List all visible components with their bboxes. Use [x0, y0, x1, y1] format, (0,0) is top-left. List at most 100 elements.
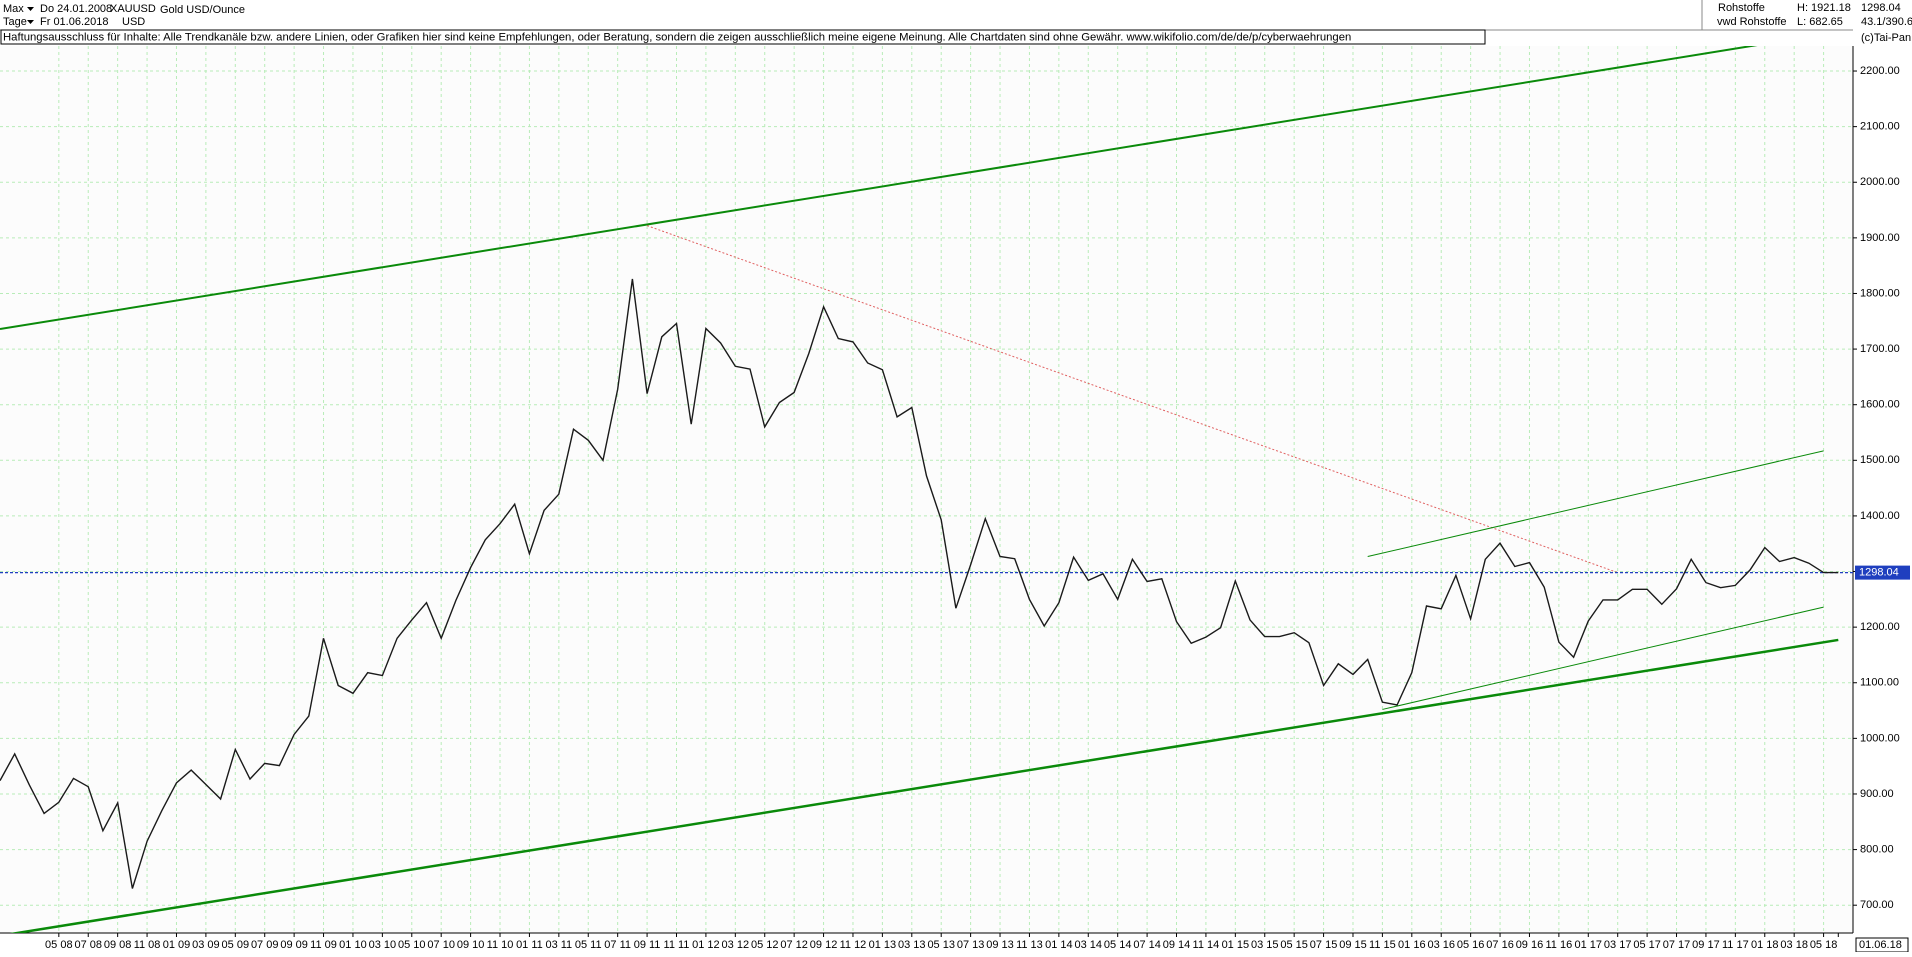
x-tick-label: 09 11: [634, 939, 661, 951]
end-date-label: 01.06.18: [1859, 939, 1902, 951]
plot-area: [0, 46, 1853, 933]
trendline: [9, 638, 1839, 933]
x-tick-label: 09 08: [104, 939, 132, 951]
x-tick-label: 07 08: [74, 939, 102, 951]
high: H: 1921.18: [1797, 2, 1851, 14]
x-tick-label: 03 13: [898, 939, 926, 951]
x-tick-label: 01 15: [1222, 939, 1250, 951]
x-tick-label: 03 18: [1780, 939, 1808, 951]
x-tick-label: 01 14: [1045, 939, 1073, 951]
range[interactable]: Max: [3, 3, 24, 15]
x-tick-label: 11 14: [1193, 939, 1220, 951]
copyright: (c)Tai-Pan: [1861, 32, 1911, 44]
x-tick-label: 07 16: [1486, 939, 1514, 951]
x-tick-label: 07 11: [604, 939, 631, 951]
x-tick-label: 09 14: [1163, 939, 1191, 951]
x-tick-label: 01 12: [692, 939, 720, 951]
ratio: 43.1/390.6: [1861, 16, 1912, 28]
x-tick-label: 07 15: [1310, 939, 1338, 951]
x-tick-label: 09 17: [1692, 939, 1720, 951]
last-price-header: 1298.04: [1861, 2, 1901, 14]
x-tick-label: 01 10: [339, 939, 367, 951]
x-tick-label: 05 10: [398, 939, 426, 951]
y-tick-label: 900.00: [1860, 788, 1894, 800]
currency: USD: [122, 16, 145, 28]
last-price-box: [1855, 565, 1910, 580]
y-tick-label: 1000.00: [1860, 732, 1900, 744]
x-tick-label: 03 10: [369, 939, 397, 951]
x-tick-label: 11 13: [1016, 939, 1043, 951]
header: Max Do 24.01.2008 XAUUSD Gold USD/Ounce …: [0, 0, 1912, 45]
trendline: [1382, 606, 1824, 710]
x-tick-label: 03 16: [1427, 939, 1455, 951]
y-tick-label: 1600.00: [1860, 399, 1900, 411]
x-tick-label: 07 13: [957, 939, 985, 951]
x-tick-label: 11 08: [134, 939, 161, 951]
symbol: XAUUSD: [110, 3, 156, 15]
y-tick-label: 1800.00: [1860, 287, 1900, 299]
x-tick-label: 01 09: [163, 939, 191, 951]
y-tick-label: 1900.00: [1860, 232, 1900, 244]
x-tick-label: 07 14: [1133, 939, 1161, 951]
x-tick-label: 09 10: [457, 939, 485, 951]
x-tick-label: 03 09: [192, 939, 220, 951]
x-tick-label: 05 14: [1104, 939, 1132, 951]
x-tick-label: 09 13: [986, 939, 1014, 951]
x-tick-label: 07 10: [427, 939, 455, 951]
x-tick-label: 05 17: [1633, 939, 1661, 951]
low: L: 682.65: [1797, 16, 1843, 28]
x-tick-label: 01 17: [1575, 939, 1603, 951]
y-tick-label: 2200.00: [1860, 65, 1900, 77]
x-tick-label: 05 15: [1280, 939, 1308, 951]
instrument-name: Gold USD/Ounce: [160, 4, 245, 16]
period[interactable]: Tage: [3, 16, 27, 28]
x-tick-label: 03 11: [545, 939, 572, 951]
disclaimer: Haftungsausschluss für Inhalte: Alle Tre…: [3, 31, 1351, 43]
x-tick-label: 09 12: [810, 939, 838, 951]
x-tick-label: 09 09: [280, 939, 308, 951]
dropdown-icon[interactable]: [27, 20, 34, 24]
x-tick-label: 11 16: [1546, 939, 1573, 951]
x-tick-label: 05 09: [222, 939, 250, 951]
source: vwd Rohstoffe: [1717, 16, 1787, 28]
y-tick-label: 2000.00: [1860, 176, 1900, 188]
dropdown-icon[interactable]: [27, 7, 34, 11]
x-tick-label: 05 13: [927, 939, 955, 951]
trendline: [1367, 450, 1824, 557]
x-tick-label: 05 11: [575, 939, 602, 951]
x-tick-label: 05 08: [45, 939, 73, 951]
x-tick-label: 03 15: [1251, 939, 1279, 951]
x-tick-label: 09 15: [1339, 939, 1367, 951]
start-date: Do 24.01.2008: [40, 3, 112, 15]
y-tick-label: 700.00: [1860, 899, 1894, 911]
last-price-label: 1298.04: [1859, 567, 1899, 579]
group: Rohstoffe: [1718, 2, 1765, 14]
x-tick-label: 03 17: [1604, 939, 1632, 951]
x-tick-label: 05 16: [1457, 939, 1485, 951]
x-tick-label: 11 15: [1369, 939, 1396, 951]
x-tick-label: 01 11: [516, 939, 543, 951]
end-date: Fr 01.06.2018: [40, 16, 109, 28]
y-tick-label: 1500.00: [1860, 454, 1900, 466]
plot-layer: [0, 46, 1853, 933]
x-tick-label: 07 12: [780, 939, 808, 951]
x-tick-label: 11 10: [487, 939, 514, 951]
trendline: [0, 46, 1758, 331]
x-tick-label: 01 13: [869, 939, 897, 951]
y-tick-label: 1700.00: [1860, 343, 1900, 355]
x-tick-label: 11 12: [840, 939, 867, 951]
x-tick-label: 07 09: [251, 939, 279, 951]
y-tick-label: 2100.00: [1860, 121, 1900, 133]
x-tick-label: 03 14: [1075, 939, 1103, 951]
x-tick-label: 01 16: [1398, 939, 1426, 951]
x-tick-label: 11 11: [664, 939, 690, 951]
x-tick-label: 11 17: [1722, 939, 1749, 951]
y-tick-label: 1200.00: [1860, 621, 1900, 633]
y-tick-label: 1400.00: [1860, 510, 1900, 522]
x-tick-label: 05 18: [1810, 939, 1838, 951]
y-tick-label: 1100.00: [1860, 677, 1899, 689]
x-tick-label: 07 17: [1663, 939, 1691, 951]
y-tick-label: 800.00: [1860, 843, 1894, 855]
disclaimer-box: [0, 29, 1486, 45]
